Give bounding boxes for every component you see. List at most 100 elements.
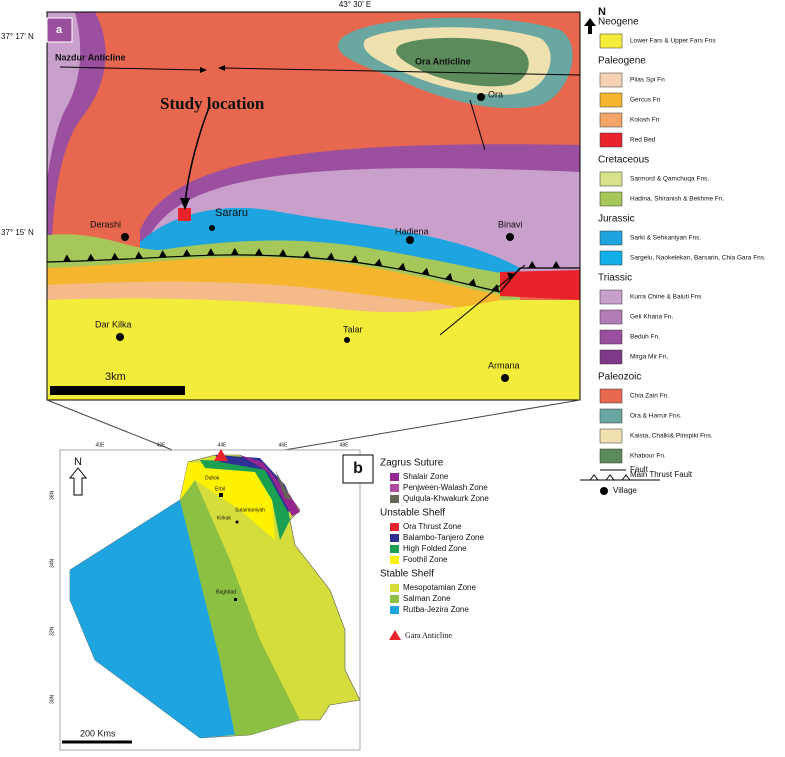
village-label: Derashi [90, 219, 121, 229]
thrust-tooth [206, 248, 215, 256]
legend-label: Red Bed [630, 137, 656, 144]
legend-swatch [599, 171, 623, 187]
legend-b: Zagrus Suture Shalair Zone Penjween-Walash… [380, 458, 489, 640]
thrust-tooth [326, 252, 335, 260]
gara-symbol [389, 630, 401, 640]
legend-swatch [599, 132, 623, 148]
legend-label: Sargelu, Naokelekan, Barsarin, Chia Gara… [630, 255, 766, 262]
legend-swatch [599, 349, 623, 365]
legend-swatch [599, 112, 623, 128]
village-symbol [600, 487, 608, 495]
legend-label: Ora & Harrur Fns. [630, 413, 682, 420]
legend-swatch [599, 250, 623, 266]
legend-label: Geli Khana Fn. [630, 314, 674, 321]
legend-label: Ora Thrust Zone [403, 522, 462, 531]
legend-label: Lower Fars & Upper Fars Fns [630, 38, 716, 45]
legend-group: Paleozoic [598, 372, 641, 383]
legend-label: Foothil Zone [403, 555, 448, 564]
legend-label: Village [613, 486, 637, 495]
legend-group: Neogene [598, 17, 639, 28]
legend-swatch [599, 388, 623, 404]
thrust-symbol [580, 474, 660, 481]
legend-group: Stable Shelf [380, 569, 434, 580]
legend-swatch [599, 289, 623, 305]
legend-label: High Folded Zone [403, 544, 467, 553]
city: Erbil [215, 486, 225, 492]
thrust-tooth [302, 250, 311, 258]
scale-label: 3km [105, 371, 126, 383]
thrust-tooth [398, 262, 406, 271]
north: N [598, 6, 606, 18]
geologic-map [47, 12, 580, 400]
thrust-tooth [254, 248, 263, 256]
legend-swatch [390, 484, 399, 492]
legend-swatch [599, 230, 623, 246]
legend-label: Qulqula-Khwakurk Zone [403, 494, 489, 503]
legend-swatch [390, 473, 399, 481]
lon-tick: 48E [340, 442, 350, 448]
legend-label: Shalair Zone [403, 472, 449, 481]
legend-label: Sarki & Sehkaniyan Fns. [630, 235, 701, 242]
legend-swatch [599, 72, 623, 88]
lat-tick: 32N [49, 626, 55, 636]
panel-label: b [353, 460, 363, 477]
lon-tick: 42E [157, 442, 167, 448]
legend-label: Khabour Fn. [630, 453, 666, 460]
study-location: Study location [160, 94, 265, 113]
lon-tick: 46E [279, 442, 289, 448]
legend-label: Penjween-Walash Zone [403, 483, 488, 492]
thrust-tooth [350, 255, 359, 263]
legend-swatch [599, 408, 623, 424]
thrust-tooth [374, 258, 383, 267]
legend-label: Gercus Fn [630, 97, 661, 104]
legend-swatch [599, 329, 623, 345]
village-label: Talar [343, 324, 363, 334]
anticline-label: Nazdur Anticline [55, 52, 126, 62]
legend-group: Jurassic [598, 214, 635, 225]
legend-label: Salman Zone [403, 594, 451, 603]
thrust-tooth [528, 261, 537, 268]
legend-label: Main Thrust Fault [630, 470, 693, 479]
scale-label: 200 Kms [80, 728, 116, 738]
lat-tick: 30N [49, 694, 55, 704]
legend-swatch [390, 556, 399, 564]
village-label: Ora [488, 89, 503, 99]
legend-label: Fault [630, 465, 649, 474]
thrust-tooth [278, 249, 287, 257]
legend-swatch [390, 495, 399, 503]
legend-swatch [390, 523, 399, 531]
graticule: 40E 42E 44E 46E 48E 36N 34N 32N 30N [49, 442, 349, 704]
village-label: Hadiena [395, 226, 429, 236]
legend-label: Chia Zairi Fn. [630, 393, 669, 400]
iraq-map [69, 449, 361, 739]
legend-label: Hadina, Shiranish & Bekhme Fn. [630, 196, 724, 203]
city: Duhok [205, 475, 220, 481]
legend-label: Kaista, Chalki& Pirispiki Fns. [630, 433, 713, 440]
thrust-tooth [182, 249, 191, 257]
thrust-tooth [158, 250, 167, 258]
legend-swatch [390, 606, 399, 614]
city: Kirkuk [217, 515, 231, 521]
thrust-tooth [62, 254, 71, 262]
legend-label: Pilas Spi Fn [630, 77, 665, 84]
legend-label: Sarmord & Qamchuqa Fns. [630, 176, 709, 183]
thrust-tooth [134, 251, 143, 259]
thrust-tooth [491, 284, 500, 292]
city: Sulaimaniyah [235, 507, 265, 513]
thrust-tooth [468, 278, 477, 287]
latitude: 37° 15' N [1, 228, 34, 237]
anticline-label: Ora Anticline [415, 56, 471, 66]
legend-swatch [390, 534, 399, 542]
thrust-tooth [552, 261, 561, 268]
thrust-tooth [86, 253, 95, 261]
north: N [74, 456, 82, 468]
legend-swatch [599, 191, 623, 207]
thrust-tooth [444, 272, 453, 281]
legend-swatch [599, 428, 623, 444]
legend-group: Paleogene [598, 56, 646, 67]
panel-label: a [56, 24, 63, 36]
legend-label: Rutba-Jezira Zone [403, 605, 469, 614]
legend-swatch [599, 309, 623, 325]
legend-label: Mirga Mir Fn. [630, 354, 668, 361]
legend-group: Unstable Shelf [380, 508, 445, 519]
